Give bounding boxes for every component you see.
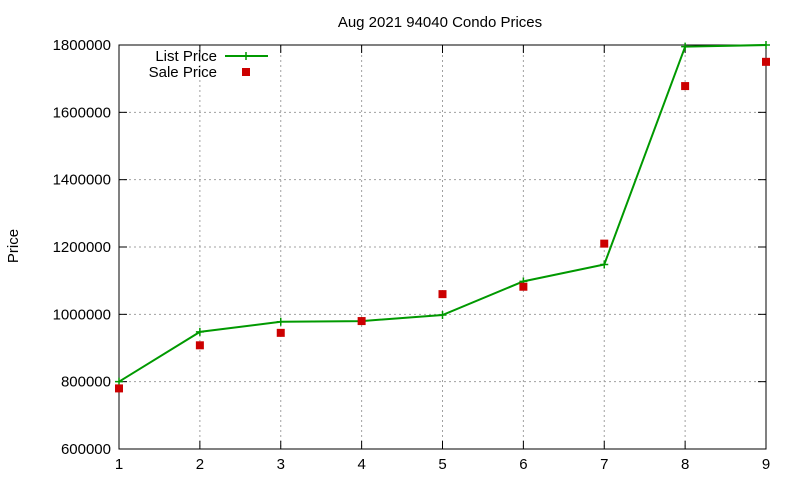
y-tick-label: 1800000	[53, 37, 111, 54]
plot-frame	[118, 44, 767, 450]
y-tick-label: 800000	[61, 374, 111, 391]
x-tick-label: 5	[438, 456, 446, 473]
sale-price-point	[357, 317, 366, 326]
list-price-point	[276, 317, 285, 326]
list-price-point	[115, 377, 123, 386]
y-tick-label: 1000000	[53, 306, 111, 323]
sale-price-point	[519, 282, 528, 291]
list-price-point	[195, 327, 204, 336]
list-price-point	[762, 41, 770, 49]
x-tick-label: 3	[277, 456, 285, 473]
grid	[119, 45, 766, 449]
axis-ticks: 600000 800000 1000000 1200000 1400000 1600000…	[53, 37, 771, 473]
series-layer	[115, 41, 770, 393]
y-tick-label: 1200000	[53, 239, 111, 256]
x-tick-label: 4	[357, 456, 365, 473]
y-tick-label: 600000	[61, 441, 111, 458]
y-axis-label: Price	[5, 229, 22, 263]
sale-price-point	[276, 328, 285, 337]
x-tick-label: 6	[519, 456, 527, 473]
sale-price-point	[681, 82, 690, 91]
chart-title: Aug 2021 94040 Condo Prices	[338, 14, 542, 31]
sale-price-point	[438, 290, 447, 299]
y-tick-label: 1600000	[53, 104, 111, 121]
x-tick-label: 1	[115, 456, 123, 473]
sale-price-point	[762, 57, 770, 66]
list-price-point	[438, 311, 447, 320]
x-tick-label: 7	[600, 456, 608, 473]
sale-price-point	[195, 341, 204, 350]
x-tick-label: 8	[681, 456, 689, 473]
x-tick-label: 2	[196, 456, 204, 473]
y-tick-label: 1400000	[53, 172, 111, 189]
list-price-point	[600, 260, 609, 269]
sale-price-point	[115, 384, 123, 393]
x-tick-label: 9	[762, 456, 770, 473]
sale-price-point	[600, 239, 609, 248]
legend-swatch	[242, 68, 250, 76]
legend-marker	[242, 52, 250, 60]
list-price-point	[681, 42, 690, 51]
legend-label: Sale Price	[149, 64, 217, 81]
legend-label: List Price	[155, 48, 217, 65]
